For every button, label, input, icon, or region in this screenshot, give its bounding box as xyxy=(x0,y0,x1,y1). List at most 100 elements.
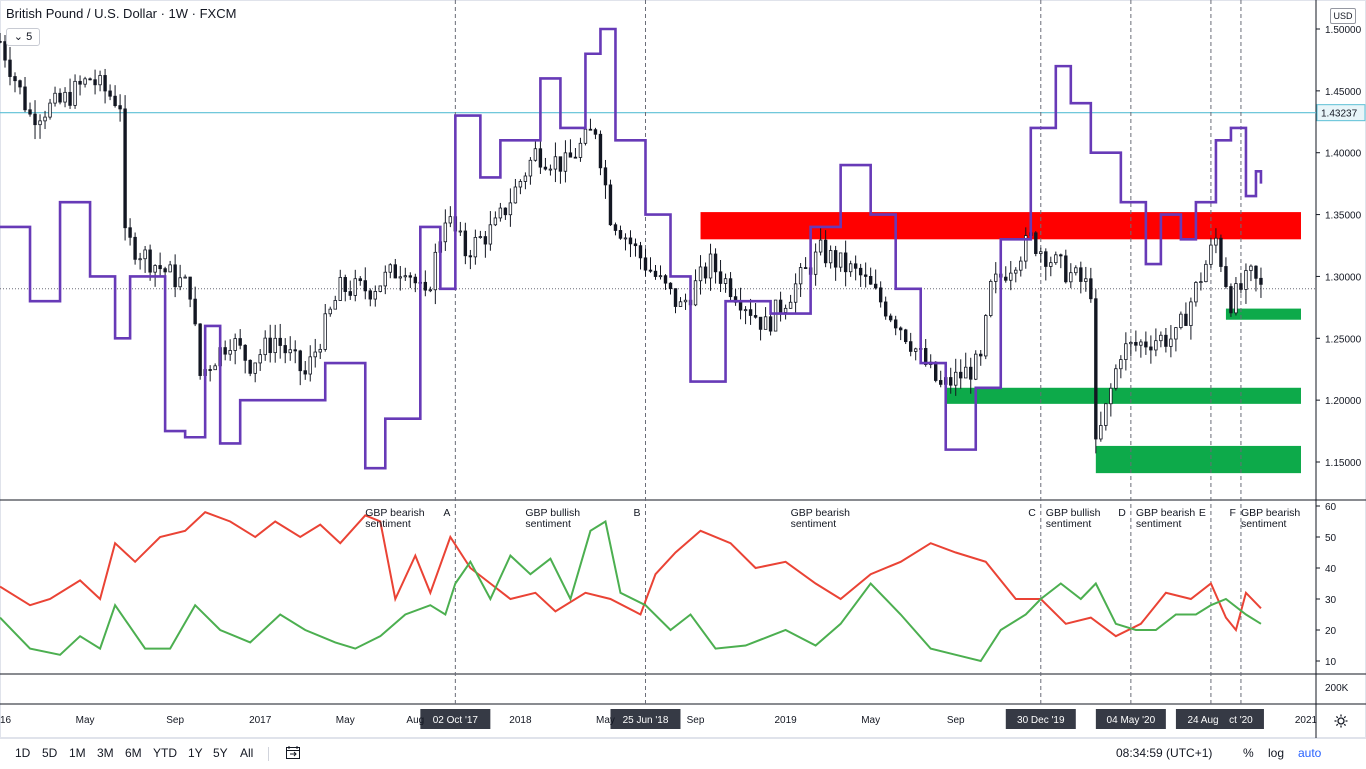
candle-body xyxy=(753,315,758,318)
candle-body xyxy=(338,277,342,301)
candle-body xyxy=(563,152,568,172)
auto-toggle[interactable]: auto xyxy=(1298,746,1322,760)
candle-body xyxy=(398,276,403,279)
percent-toggle[interactable]: % xyxy=(1243,746,1254,760)
candle-body xyxy=(378,285,382,292)
candle-body xyxy=(148,249,152,273)
candle-body xyxy=(233,338,237,351)
candle-body xyxy=(88,78,92,81)
time-axis-label: Sep xyxy=(687,715,705,726)
candle-body xyxy=(238,338,242,346)
candle-body xyxy=(228,350,232,355)
candle-body xyxy=(969,366,973,380)
candle-body xyxy=(788,301,793,309)
candle-body xyxy=(8,59,12,77)
bottom-toolbar: 1D 5D 1M 3M 6M YTD 1Y 5Y All 08:34:59 (U… xyxy=(0,738,1366,769)
timeframe-5y[interactable]: 5Y xyxy=(213,746,228,760)
candle-body xyxy=(1239,283,1243,290)
candle-body xyxy=(853,263,858,269)
timeframe-1d[interactable]: 1D xyxy=(15,746,31,760)
candle-body xyxy=(448,216,453,224)
candle-body xyxy=(633,243,638,247)
candle-body xyxy=(728,278,733,298)
timeframe-all[interactable]: All xyxy=(240,746,254,760)
candle-body xyxy=(283,345,287,354)
candle-body xyxy=(98,75,102,86)
event-date-label: 30 Dec '19 xyxy=(1017,715,1065,726)
candle-body xyxy=(408,275,413,278)
candle-body xyxy=(1114,368,1118,389)
candle-body xyxy=(1004,276,1008,281)
sentiment-tick-label: 60 xyxy=(1325,502,1337,513)
gear-icon[interactable] xyxy=(1334,714,1348,728)
candle-body xyxy=(1099,425,1103,440)
timeframe-5d[interactable]: 5D xyxy=(42,746,58,760)
candle-body xyxy=(903,329,908,343)
chart-title: British Pound / U.S. Dollar · 1W · FXCM xyxy=(6,6,237,21)
event-marker-label: B xyxy=(633,507,640,519)
timeframe-6m[interactable]: 6M xyxy=(125,746,142,760)
log-toggle[interactable]: log xyxy=(1268,746,1285,760)
candle-body xyxy=(638,245,643,259)
candle-body xyxy=(18,80,22,88)
time-axis-label: 2021 xyxy=(1295,715,1318,726)
timeframe-1y[interactable]: 1Y xyxy=(188,746,203,760)
chart-canvas[interactable]: 1.50000 1.45000 1.40000 1.35000 1.30000 1.250… xyxy=(0,0,1366,738)
timeframe-ytd[interactable]: YTD xyxy=(153,746,177,760)
calendar-range-icon[interactable] xyxy=(286,746,300,759)
timeframe-3m[interactable]: 3M xyxy=(97,746,114,760)
currency-badge[interactable]: USD xyxy=(1330,8,1356,24)
candle-body xyxy=(353,278,357,296)
candle-body xyxy=(678,301,683,307)
candle-body xyxy=(703,266,708,279)
clock-readout[interactable]: 08:34:59 (UTC+1) xyxy=(1116,746,1213,760)
candle-body xyxy=(648,269,653,272)
candle-body xyxy=(23,86,27,111)
candle-body xyxy=(713,253,718,273)
candle-body xyxy=(908,341,913,352)
candle-body xyxy=(974,353,978,380)
event-marker-label: F xyxy=(1230,507,1236,519)
event-date-badge xyxy=(610,709,681,729)
green-sentiment-line xyxy=(0,519,1262,663)
candle-body xyxy=(1199,281,1203,284)
candle-body xyxy=(388,264,392,273)
candle-body xyxy=(573,156,578,159)
price-tick-label: 1.50000 xyxy=(1325,25,1362,36)
candle-body xyxy=(1234,283,1238,314)
candle-body xyxy=(1104,403,1108,426)
candle-body xyxy=(123,108,127,229)
candle-body xyxy=(578,142,583,158)
sentiment-annotation: sentiment xyxy=(1241,518,1287,530)
timeframe-1m[interactable]: 1M xyxy=(69,746,86,760)
indicator-collapse-button[interactable]: ⌄ 5 xyxy=(6,28,40,46)
candle-body xyxy=(508,202,513,216)
price-tick-label: 1.30000 xyxy=(1325,272,1362,283)
candle-body xyxy=(823,239,828,264)
candle-body xyxy=(133,236,137,260)
candle-body xyxy=(663,275,668,284)
sentiment-annotation: sentiment xyxy=(365,518,411,530)
event-date-label: 04 May '20 xyxy=(1107,715,1156,726)
candle-body xyxy=(1094,298,1098,440)
candles-group xyxy=(0,33,1263,454)
candle-body xyxy=(413,276,418,284)
candle-body xyxy=(313,351,317,358)
sentiment-annotation: sentiment xyxy=(525,518,571,530)
candle-body xyxy=(78,80,82,85)
price-tick-label: 1.25000 xyxy=(1325,334,1362,345)
event-date-label: 25 Jun '18 xyxy=(623,715,669,726)
candle-body xyxy=(1219,237,1223,267)
candle-body xyxy=(568,152,573,158)
candle-body xyxy=(293,349,297,352)
candle-body xyxy=(323,313,327,350)
candle-body xyxy=(68,91,72,106)
time-axis-label: Sep xyxy=(947,715,965,726)
candle-body xyxy=(128,227,132,238)
chevron-down-icon: ⌄ xyxy=(13,31,24,43)
candle-body xyxy=(243,344,247,361)
candle-body xyxy=(73,80,77,106)
candle-body xyxy=(308,356,312,375)
sentiment-annotation: sentiment xyxy=(791,518,837,530)
